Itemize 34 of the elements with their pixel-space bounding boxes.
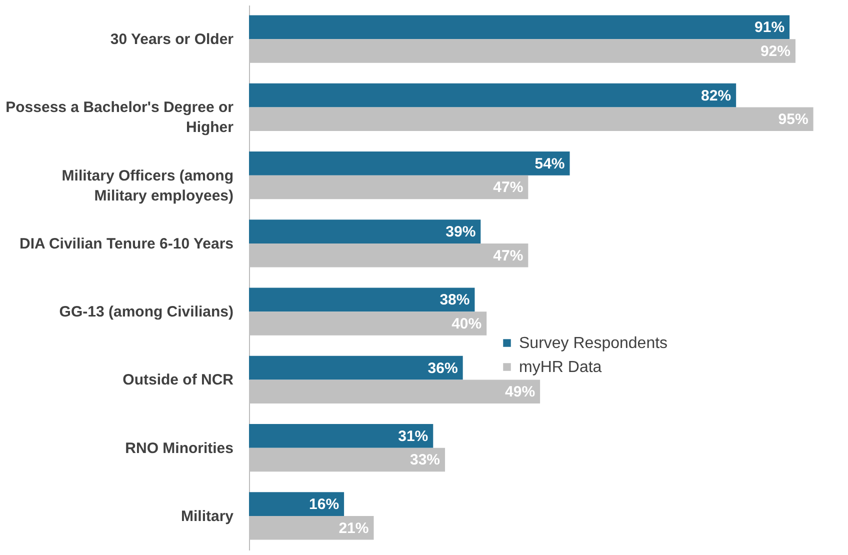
data-label: 82% <box>701 87 732 104</box>
data-label: 92% <box>760 42 790 60</box>
data-label: 40% <box>452 315 482 332</box>
data-label: 38% <box>440 292 470 309</box>
data-label: 47% <box>493 247 524 264</box>
y-tick-label: Military Officers (among Military employees) <box>62 167 234 204</box>
data-label: 16% <box>309 496 340 514</box>
y-tick-label: DIA Civilian Tenure 6-10 Years <box>20 235 234 252</box>
data-label: 39% <box>446 224 476 241</box>
data-label: 54% <box>534 155 565 172</box>
bar <box>249 151 570 176</box>
legend-label: myHR Data <box>519 359 602 376</box>
bar <box>249 288 475 312</box>
bar <box>249 492 344 516</box>
data-label: 47% <box>493 179 524 196</box>
legend-label: Survey Respondents <box>519 335 668 352</box>
data-label: 36% <box>428 360 458 377</box>
y-tick-label: GG-13 (among Civilians) <box>59 304 234 321</box>
y-tick-label: Military <box>180 508 234 525</box>
y-tick-label: Possess a Bachelor's Degree or Higher <box>6 99 234 136</box>
data-label: 95% <box>778 111 808 128</box>
bar <box>249 83 736 108</box>
data-label: 33% <box>410 452 440 469</box>
data-label: 49% <box>505 384 536 401</box>
bar <box>249 356 463 380</box>
bar <box>249 15 790 40</box>
data-label: 91% <box>754 19 785 36</box>
bar <box>249 424 434 448</box>
y-tick-label: 30 Years or Older <box>110 31 234 48</box>
bar <box>249 220 481 244</box>
y-tick-label: RNO Minorities <box>125 440 234 457</box>
data-label: 21% <box>338 520 369 537</box>
data-label: 31% <box>398 428 428 445</box>
y-tick-label: Outside of NCR <box>122 372 234 389</box>
